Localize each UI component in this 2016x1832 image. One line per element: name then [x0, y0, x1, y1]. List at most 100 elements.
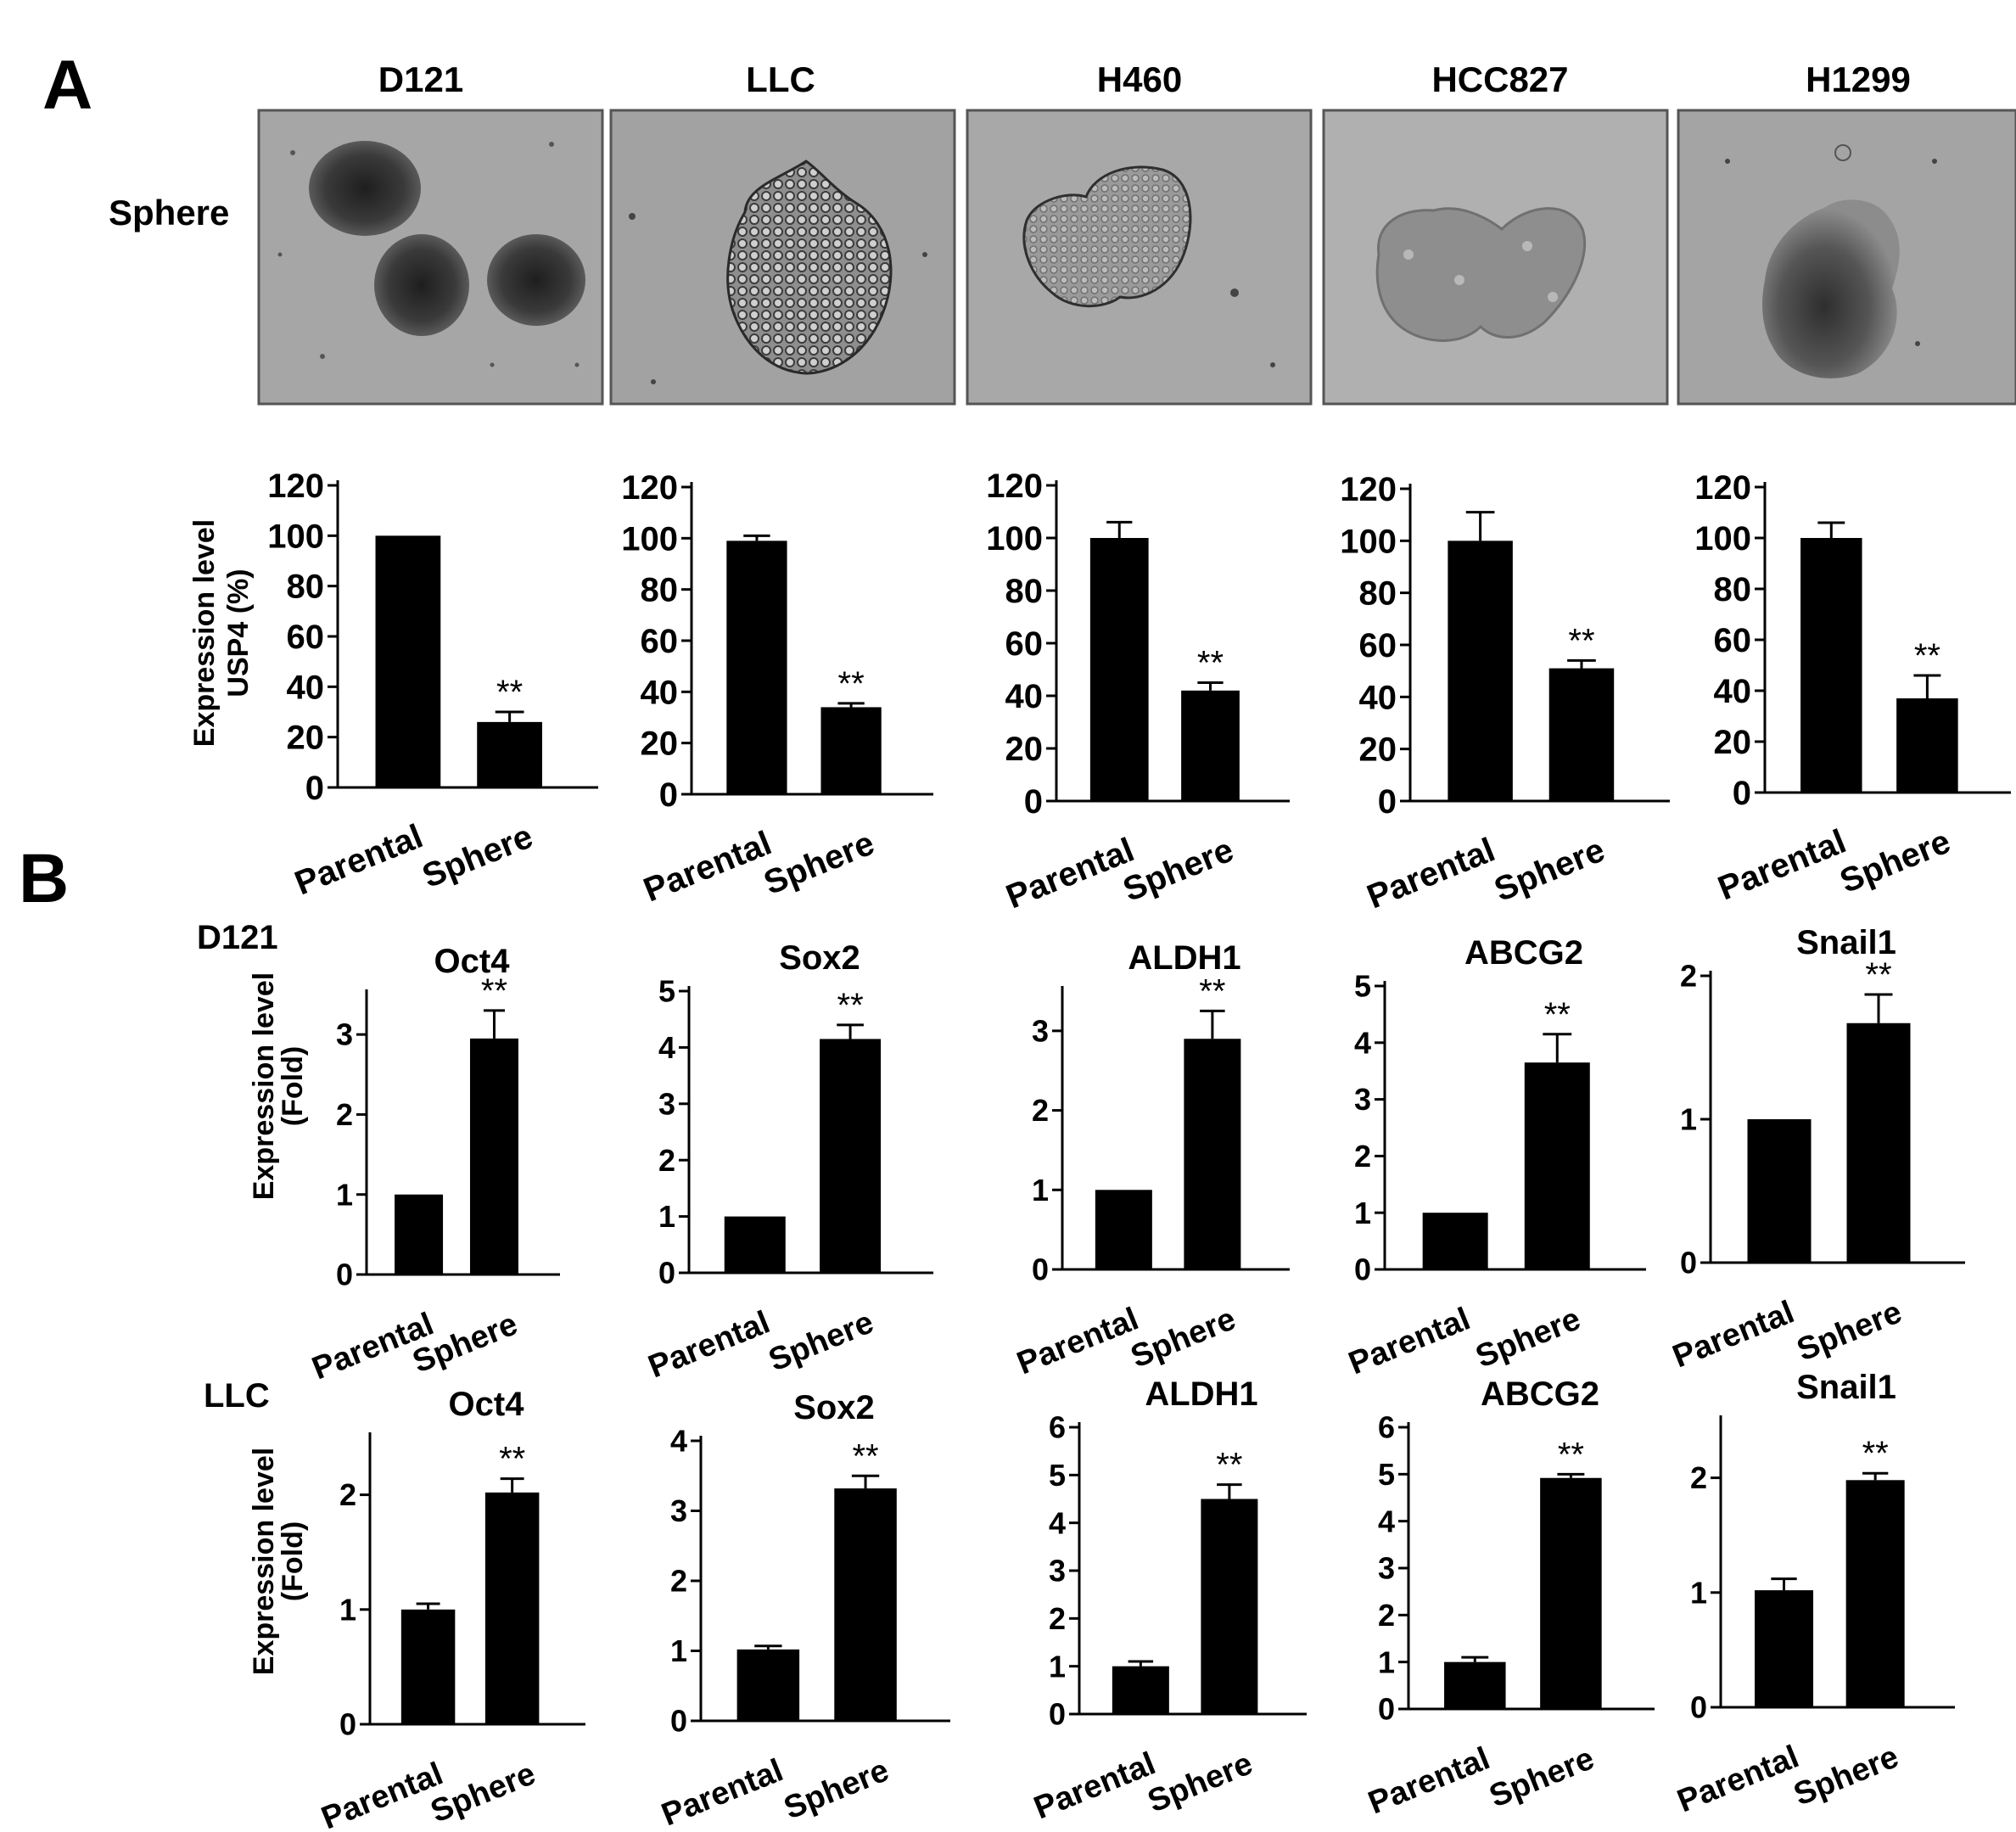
y-tick-label: 20 — [1005, 731, 1044, 768]
category-label-sphere: Sphere — [1126, 1301, 1240, 1375]
y-tick-label: 0 — [336, 1258, 353, 1292]
significance-marker: ** — [1865, 956, 1891, 994]
chart-title: ALDH1 — [1145, 1375, 1257, 1413]
y-tick-label: 0 — [1024, 783, 1043, 821]
y-tick-label: 3 — [1032, 1013, 1049, 1048]
y-tick-label: 2 — [1690, 1460, 1707, 1495]
y-tick-label: 2 — [658, 1143, 675, 1178]
y-tick-label: 5 — [1354, 969, 1371, 1004]
y-tick-label: 6 — [1378, 1410, 1395, 1445]
chart-14: 0 1 2 3 4 5 6 Parental ** Sphere ABCG2 — [1364, 1375, 1655, 1822]
y-tick-label: 0 — [1354, 1252, 1371, 1287]
bar-sphere — [820, 1039, 882, 1273]
category-label-sphere: Sphere — [779, 1752, 893, 1826]
bar-parental — [1095, 1190, 1152, 1269]
y-tick-label: 60 — [1005, 625, 1044, 663]
significance-marker: ** — [838, 665, 865, 703]
y-tick-label: 3 — [670, 1493, 687, 1528]
y-tick-label: 0 — [339, 1707, 356, 1742]
chart-title: Oct4 — [434, 943, 511, 980]
y-tick-label: 60 — [641, 623, 679, 660]
y-tick-label: 100 — [621, 520, 678, 557]
bar-parental — [1800, 538, 1862, 793]
micrograph-llc — [609, 109, 956, 406]
cell-line-title-2: LLC — [746, 59, 815, 99]
y-tick-label: 20 — [1359, 731, 1397, 769]
chart-4: 0 20 40 60 80 100 120 Parental ** Sphere — [1340, 471, 1670, 916]
bar-parental — [1112, 1666, 1169, 1714]
panel-b-llc-ylabel-line-1: Expression level — [248, 1448, 280, 1675]
category-label-parental: Parental — [1012, 1301, 1144, 1381]
significance-marker: ** — [1199, 972, 1225, 1010]
panel-b-row-label-d121: D121 — [197, 919, 278, 956]
chart-10: 0 1 2 Parental ** Sphere Snail1 — [1668, 924, 1965, 1375]
category-label-parental: Parental — [1672, 1739, 1804, 1819]
y-tick-label: 100 — [1694, 520, 1751, 557]
y-tick-label: 0 — [1733, 775, 1751, 812]
y-tick-label: 0 — [1378, 783, 1397, 821]
bar-sphere — [484, 1492, 540, 1724]
category-label-parental: Parental — [1362, 832, 1500, 916]
y-tick-label: 3 — [1378, 1551, 1395, 1586]
significance-marker: ** — [1568, 622, 1594, 659]
panel-a-ylabel-line-1: Expression level — [188, 519, 221, 747]
micrograph-hcc827 — [1322, 109, 1669, 406]
y-tick-label: 2 — [670, 1564, 687, 1599]
chart-title: ABCG2 — [1481, 1375, 1599, 1413]
y-tick-label: 100 — [986, 520, 1043, 557]
y-tick-label: 0 — [670, 1704, 687, 1739]
y-tick-label: 80 — [1005, 573, 1044, 610]
panel-b-llc-ylabel-line-2: (Fold) — [277, 1521, 309, 1601]
y-tick-label: 40 — [1005, 678, 1044, 715]
y-tick-label: 1 — [670, 1633, 687, 1668]
significance-marker: ** — [1197, 645, 1224, 682]
bar-sphere — [1896, 698, 1958, 793]
y-tick-label: 0 — [1690, 1690, 1707, 1725]
y-tick-label: 2 — [1354, 1139, 1371, 1174]
panel-b-d121-ylabel-line-2: (Fold) — [277, 1046, 309, 1126]
y-tick-label: 120 — [1694, 469, 1751, 507]
category-label-sphere: Sphere — [1143, 1745, 1257, 1819]
y-tick-label: 1 — [1049, 1649, 1066, 1684]
bar-parental — [400, 1609, 456, 1724]
significance-marker: ** — [481, 972, 507, 1010]
micrograph-d121 — [257, 109, 604, 406]
y-tick-label: 0 — [1032, 1252, 1049, 1287]
chart-5: 0 20 40 60 80 100 120 Parental ** Sphere — [1694, 469, 2011, 907]
y-tick-label: 40 — [641, 674, 679, 711]
bar-sphere — [1184, 1039, 1241, 1269]
category-label-sphere: Sphere — [1489, 832, 1610, 910]
y-tick-label: 4 — [1378, 1504, 1395, 1538]
y-tick-label: 0 — [659, 776, 678, 814]
bar-sphere — [1201, 1499, 1258, 1714]
cell-line-title-4: HCC827 — [1431, 59, 1568, 99]
chart-title: Snail1 — [1796, 1369, 1896, 1406]
significance-marker: ** — [837, 987, 864, 1024]
bar-sphere — [1548, 668, 1615, 801]
y-tick-label: 4 — [658, 1030, 675, 1065]
y-tick-label: 1 — [1378, 1644, 1395, 1679]
chart-13: 0 1 2 3 4 5 6 Parental ** Sphere ALDH1 — [1029, 1375, 1307, 1827]
y-tick-label: 0 — [1680, 1246, 1697, 1280]
y-tick-label: 0 — [1049, 1697, 1066, 1732]
panel-b-row-label-llc: LLC — [204, 1377, 270, 1415]
bar-sphere — [820, 707, 882, 794]
y-tick-label: 100 — [267, 518, 324, 555]
y-tick-label: 80 — [287, 569, 325, 606]
bar-parental — [1448, 541, 1513, 801]
bar-sphere — [834, 1488, 897, 1721]
chart-8: 0 1 2 3 Parental ** Sphere ALDH1 — [1012, 939, 1290, 1382]
category-label-parental: Parental — [289, 818, 428, 903]
y-tick-label: 2 — [1378, 1598, 1395, 1633]
y-tick-label: 40 — [287, 669, 325, 706]
category-label-parental: Parental — [1668, 1294, 1800, 1375]
panel-a-ylabel-line-2: USP4 (%) — [222, 569, 255, 697]
category-label-parental: Parental — [1364, 1740, 1495, 1821]
bar-sphere — [469, 1038, 518, 1275]
category-label-sphere: Sphere — [759, 825, 879, 903]
sphere-row-label: Sphere — [109, 193, 229, 233]
bar-parental — [736, 1649, 800, 1721]
category-label-sphere: Sphere — [764, 1304, 878, 1378]
